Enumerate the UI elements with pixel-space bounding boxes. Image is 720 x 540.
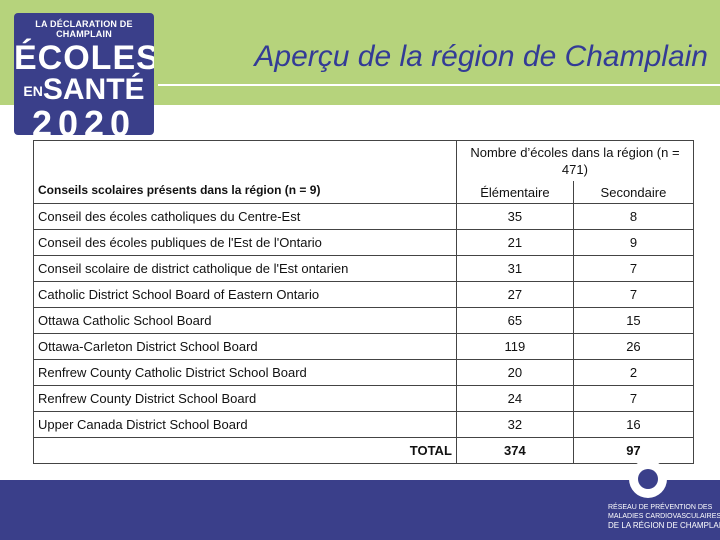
header-elementary: Élémentaire: [455, 181, 574, 204]
board-name: Ottawa Catholic School Board: [33, 307, 457, 334]
table-row: Ottawa Catholic School Board 65 15: [33, 307, 695, 334]
footer-line-1: RÉSEAU DE PRÉVENTION DES: [608, 504, 713, 511]
heart-icon: [629, 460, 667, 498]
elementary-count: 24: [455, 385, 574, 412]
elementary-count: 20: [455, 359, 574, 386]
table-row: Upper Canada District School Board 32 16: [33, 411, 695, 438]
logo-year: 2020: [31, 103, 137, 135]
secondary-count: 7: [572, 255, 695, 282]
title-divider: [158, 84, 720, 86]
total-secondary: 97: [572, 437, 695, 464]
header-secondary: Secondaire: [572, 181, 695, 204]
table-row: Renfrew County District School Board 24 …: [33, 385, 695, 412]
total-label: TOTAL: [33, 437, 457, 464]
logo-en: EN: [23, 83, 43, 100]
board-name: Conseil des écoles catholiques du Centre…: [33, 203, 457, 230]
elementary-count: 31: [455, 255, 574, 282]
footer-band: [0, 480, 720, 540]
secondary-count: 26: [572, 333, 695, 360]
secondary-count: 15: [572, 307, 695, 334]
prevention-network-logo: RÉSEAU DE PRÉVENTION DES MALADIES CARDIO…: [600, 458, 720, 540]
board-name: Conseil des écoles publiques de l'Est de…: [33, 229, 457, 256]
board-name: Renfrew County District School Board: [33, 385, 457, 412]
table-row: Ottawa-Carleton District School Board 11…: [33, 333, 695, 360]
ecoles-en-sante-logo: LA DÉCLARATION DE CHAMPLAIN ÉCOLES ENSAN…: [14, 13, 154, 135]
board-name: Ottawa-Carleton District School Board: [33, 333, 457, 360]
footer-line-2: MALADIES CARDIOVASCULAIRES: [608, 513, 720, 520]
table-row: Conseil scolaire de district catholique …: [33, 255, 695, 282]
secondary-count: 16: [572, 411, 695, 438]
secondary-count: 7: [572, 281, 695, 308]
table-row: Conseil des écoles catholiques du Centre…: [33, 203, 695, 230]
logo-en-sante: ENSANTÉ: [14, 75, 154, 106]
header-boards: Conseils scolaires présents dans la régi…: [33, 140, 457, 204]
elementary-count: 119: [455, 333, 574, 360]
logo-ecoles: ÉCOLES: [14, 39, 154, 77]
page-title: Aperçu de la région de Champlain: [254, 40, 708, 73]
elementary-count: 21: [455, 229, 574, 256]
school-board-table: Conseils scolaires présents dans la régi…: [33, 140, 695, 464]
footer-line-3: DE LA RÉGION DE CHAMPLAIN: [608, 521, 720, 530]
total-row: TOTAL 374 97: [33, 437, 695, 464]
elementary-count: 27: [455, 281, 574, 308]
header-school-count: Nombre d’écoles dans la région (n = 471): [455, 140, 695, 181]
total-elementary: 374: [455, 437, 574, 464]
secondary-count: 8: [572, 203, 695, 230]
logo-tagline: LA DÉCLARATION DE CHAMPLAIN: [35, 19, 133, 39]
board-name: Conseil scolaire de district catholique …: [33, 255, 457, 282]
secondary-count: 2: [572, 359, 695, 386]
elementary-count: 35: [455, 203, 574, 230]
table-row: Renfrew County Catholic District School …: [33, 359, 695, 386]
elementary-count: 65: [455, 307, 574, 334]
board-name: Catholic District School Board of Easter…: [33, 281, 457, 308]
elementary-count: 32: [455, 411, 574, 438]
table-row: Conseil des écoles publiques de l'Est de…: [33, 229, 695, 256]
secondary-count: 9: [572, 229, 695, 256]
board-name: Renfrew County Catholic District School …: [33, 359, 457, 386]
secondary-count: 7: [572, 385, 695, 412]
logo-sante: SANTÉ: [42, 73, 145, 106]
table-row: Catholic District School Board of Easter…: [33, 281, 695, 308]
board-name: Upper Canada District School Board: [33, 411, 457, 438]
